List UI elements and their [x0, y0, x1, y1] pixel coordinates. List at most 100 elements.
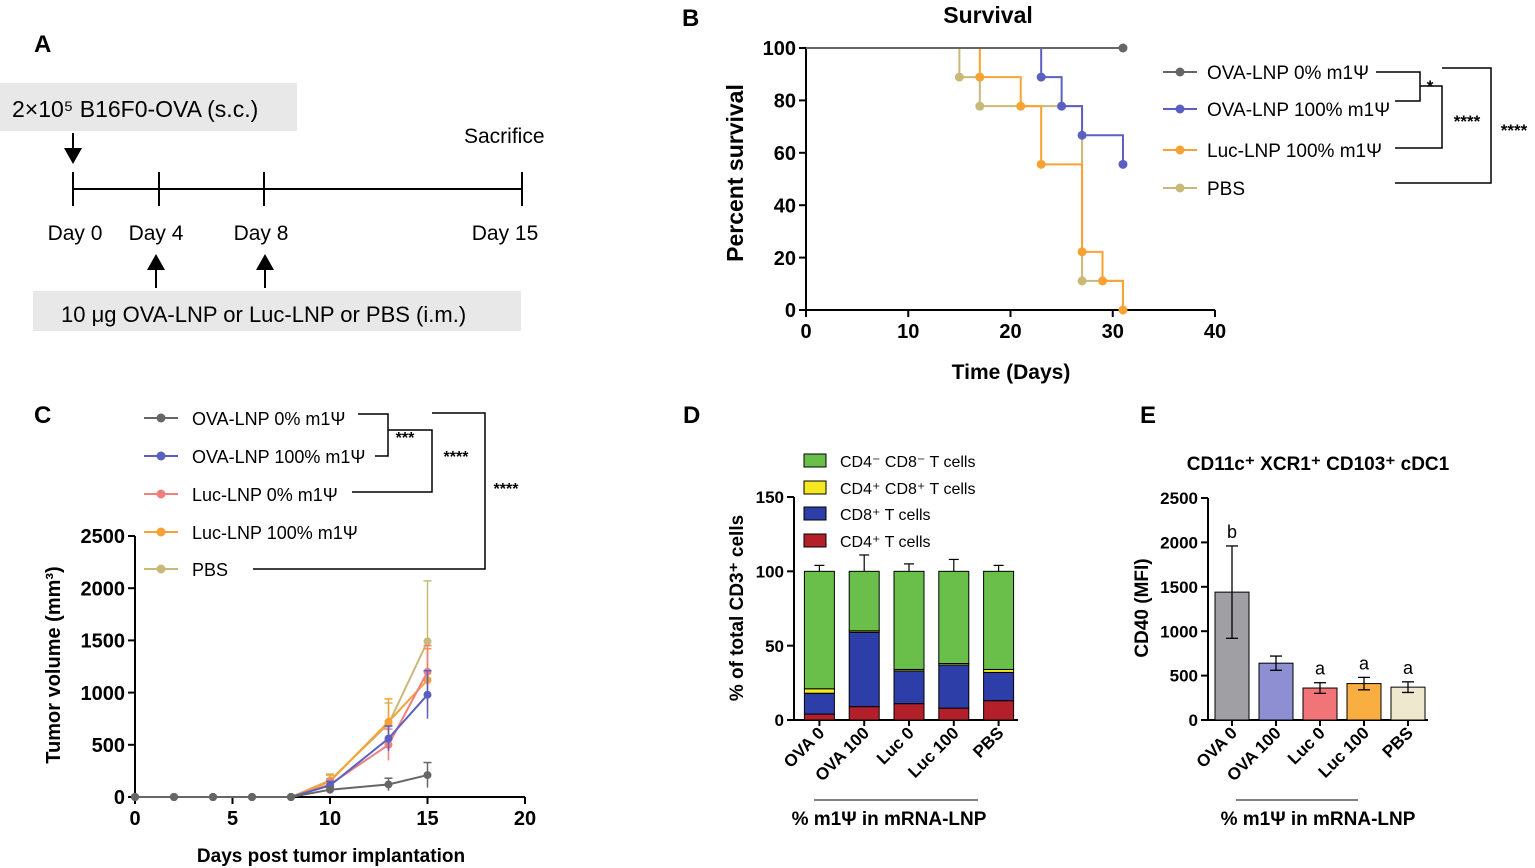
survival-y-tick-label: 20	[774, 248, 796, 270]
sig-bracket-1	[1376, 71, 1421, 102]
cd3-x-tick-label: PBS	[969, 723, 1007, 761]
cd40-sig-letter: a	[1403, 658, 1414, 678]
survival-legend-label: Luc-LNP 100% m1Ψ	[1207, 141, 1382, 162]
cd40-sig-letter: a	[1315, 659, 1326, 679]
day-label-15: Day 15	[472, 222, 539, 245]
implant-label: 2×10⁵ B16F0-OVA (s.c.)	[12, 96, 258, 122]
sacrifice-label: Sacrifice	[464, 125, 545, 148]
cd3-bar-segment	[938, 707, 970, 721]
vaccine-label: 10 μg OVA-LNP or Luc-LNP or PBS (i.m.)	[61, 302, 466, 327]
implant-box	[0, 83, 297, 131]
survival-point	[1036, 72, 1046, 82]
survival-curve	[806, 47, 1124, 310]
survival-x-tick-label: 10	[897, 321, 919, 343]
cd3-bar-segment	[938, 570, 970, 665]
tumor-sig-bracket-2	[352, 429, 433, 493]
survival-legend: OVA-LNP 0% m1Ψ OVA-LNP 100% m1Ψ Luc-LNP 10…	[1163, 63, 1528, 200]
cd3-bar-segment	[983, 671, 1015, 702]
survival-y-tick-label: 40	[774, 195, 796, 217]
cd40-sig-letter: b	[1227, 522, 1237, 542]
cd3-x-label: % m1Ψ in mRNA-LNP	[792, 809, 987, 830]
tumor-x-tick-label: 0	[129, 808, 140, 830]
tumor-y-tick-label: 1000	[81, 683, 126, 705]
survival-point	[1077, 130, 1087, 140]
tumor-point	[209, 793, 217, 801]
cd40-sig-letter: a	[1359, 653, 1370, 673]
survival-legend-label: PBS	[1207, 179, 1245, 200]
survival-point	[1036, 159, 1046, 169]
tumor-point	[423, 690, 432, 699]
sig-bracket-3	[1395, 67, 1492, 184]
tumor-point	[287, 793, 295, 801]
panel-d: D % of total CD3⁺ cells % m1Ψ in mRNA-LN…	[683, 402, 1018, 830]
vaccine-arrow-head-icon-2	[256, 254, 274, 270]
cd3-bar-segment	[848, 706, 880, 721]
tumor-point	[170, 793, 178, 801]
sig-star-2: ****	[1454, 112, 1481, 131]
cd3-bar-segment	[893, 703, 925, 721]
panel-a-letter: A	[34, 31, 51, 58]
sig-bracket-2	[1395, 85, 1443, 149]
survival-legend-marker	[1175, 104, 1185, 114]
tumor-y-tick-label: 0	[114, 787, 125, 809]
tumor-legend-label: OVA-LNP 100% m1Ψ	[192, 447, 365, 467]
day-label-0: Day 0	[48, 222, 103, 245]
panel-c: C Tumor volume (mm³) Days post tumor imp…	[34, 402, 536, 867]
tumor-x-label: Days post tumor implantation	[197, 846, 465, 867]
tumor-curve	[135, 774, 428, 798]
cd3-x-tick-label: Luc 100	[904, 723, 962, 781]
cd3-legend-label: CD4⁺ CD8⁺ T cells	[840, 481, 975, 498]
tumor-point	[423, 771, 432, 780]
tumor-legend-marker	[156, 564, 166, 574]
cd3-bar-segment	[983, 700, 1015, 721]
survival-curve	[806, 47, 1124, 310]
survival-y-label: Percent survival	[722, 84, 748, 262]
cd3-y-tick-label: 0	[775, 711, 784, 730]
survival-point	[1077, 247, 1087, 257]
survival-x-tick-label: 40	[1204, 321, 1226, 343]
survival-y-tick-label: 80	[774, 91, 796, 113]
tumor-legend-marker	[156, 489, 166, 499]
survival-x-tick-label: 0	[800, 321, 811, 343]
cd3-y-label: % of total CD3⁺ cells	[727, 515, 748, 701]
tumor-curve	[135, 694, 429, 798]
panel-a: A 2×10⁵ B16F0-OVA (s.c.) Sacrifice Day 0…	[0, 31, 545, 331]
survival-title: Survival	[943, 2, 1033, 28]
cd40-y-tick-label: 0	[1189, 711, 1198, 730]
tumor-y-tick-label: 2000	[81, 578, 126, 600]
cd3-bar-segment	[803, 692, 835, 715]
survival-point	[1098, 276, 1108, 286]
cdc1-title: CD11c⁺ XCR1⁺ CD103⁺ cDC1	[1187, 454, 1450, 475]
sig-star-1: *	[1427, 77, 1434, 96]
tumor-point	[326, 785, 334, 794]
cd40-x-tick-label: PBS	[1379, 723, 1417, 761]
tumor-sig-bracket-3	[253, 412, 486, 570]
tumor-legend-marker	[156, 413, 166, 423]
tumor-point	[384, 780, 393, 789]
cd40-bar	[1258, 662, 1294, 721]
tumor-sig-star-2: ****	[444, 449, 470, 466]
survival-point	[1077, 276, 1087, 286]
tumor-plot: 0 500 1000 1500 2000 2500 0 5 10 15 20	[81, 526, 537, 830]
survival-point	[975, 72, 985, 82]
sig-star-3: ****	[1501, 121, 1528, 140]
tumor-sig-star-3: ****	[494, 481, 520, 498]
survival-point	[1057, 101, 1067, 111]
cd40-y-label: CD40 (MFI)	[1132, 558, 1153, 657]
tumor-sig-bracket-1	[358, 413, 389, 457]
tumor-legend-marker	[156, 451, 166, 461]
survival-y-tick-label: 60	[774, 143, 796, 165]
survival-legend-marker	[1175, 145, 1185, 155]
survival-y-tick-label: 0	[785, 300, 796, 322]
survival-point	[975, 101, 985, 111]
tumor-point	[248, 793, 256, 801]
survival-legend-label: OVA-LNP 0% m1Ψ	[1207, 63, 1369, 84]
panel-b: B Survival Percent survival Time (Days) …	[682, 2, 1528, 384]
day-label-4: Day 4	[129, 222, 184, 245]
tumor-legend-label: Luc-LNP 0% m1Ψ	[192, 485, 338, 505]
cd40-y-tick-label: 2500	[1160, 489, 1198, 508]
cd3-y-tick-label: 50	[765, 637, 784, 656]
cd3-bar-segment	[983, 570, 1015, 670]
cd3-legend-swatch	[803, 533, 827, 548]
